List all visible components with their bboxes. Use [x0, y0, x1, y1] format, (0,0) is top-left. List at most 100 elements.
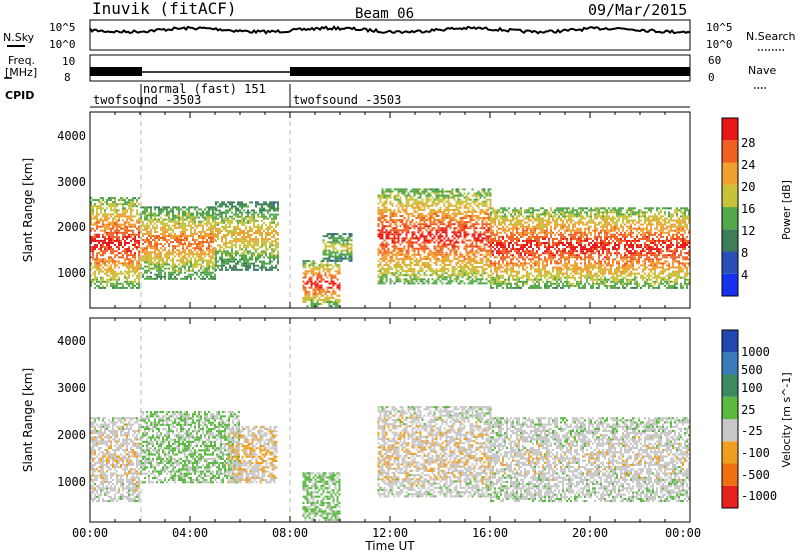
heatmap-cell: [190, 257, 192, 259]
heatmap-cell: [210, 260, 212, 262]
heatmap-cell: [524, 254, 526, 256]
heatmap-cell: [498, 240, 500, 242]
heatmap-cell: [194, 247, 196, 249]
heatmap-cell: [231, 234, 233, 236]
heatmap-cell: [339, 243, 341, 245]
heatmap-cell: [259, 212, 261, 214]
heatmap-cell: [398, 209, 400, 211]
heatmap-cell: [408, 213, 410, 215]
heatmap-cell: [255, 226, 257, 228]
heatmap-cell: [452, 266, 454, 268]
heatmap-cell: [198, 237, 200, 239]
heatmap-cell: [188, 241, 190, 243]
heatmap-cell: [436, 205, 438, 207]
heatmap-cell: [414, 233, 416, 235]
heatmap-cell: [478, 205, 480, 207]
heatmap-cell: [490, 285, 492, 287]
heatmap-cell: [522, 234, 524, 236]
heatmap-cell: [206, 215, 208, 217]
heatmap-cell: [237, 252, 239, 254]
heatmap-cell: [327, 250, 329, 252]
heatmap-cell: [124, 215, 126, 217]
heatmap-cell: [114, 197, 116, 199]
heatmap-cell: [402, 248, 404, 250]
heatmap-cell: [241, 259, 243, 261]
heatmap-cell: [255, 203, 257, 205]
heatmap-cell: [317, 283, 319, 285]
heatmap-cell: [257, 214, 259, 216]
heatmap-cell: [384, 195, 386, 197]
heatmap-cell: [160, 223, 162, 225]
heatmap-cell: [223, 203, 225, 205]
heatmap-cell: [206, 217, 208, 219]
heatmap-cell: [494, 260, 496, 262]
heatmap-cell: [462, 274, 464, 276]
heatmap-cell: [206, 264, 208, 266]
heatmap-cell: [448, 274, 450, 276]
heatmap-cell: [261, 252, 263, 254]
heatmap-cell: [420, 217, 422, 219]
heatmap-cell: [235, 263, 237, 265]
heatmap-cell: [476, 205, 478, 207]
heatmap-cell: [138, 262, 140, 264]
heatmap-cell: [277, 263, 279, 265]
heatmap-cell: [462, 229, 464, 231]
heatmap-cell: [269, 214, 271, 216]
heatmap-cell: [530, 273, 532, 275]
heatmap-cell: [404, 248, 406, 250]
heatmap-cell: [142, 257, 144, 259]
heatmap-cell: [206, 213, 208, 215]
heatmap-cell: [221, 240, 223, 242]
heatmap-cell: [192, 266, 194, 268]
heatmap-cell: [436, 270, 438, 272]
heatmap-cell: [329, 305, 331, 307]
heatmap-cell: [406, 223, 408, 225]
heatmap-cell: [206, 229, 208, 231]
heatmap-cell: [406, 225, 408, 227]
heatmap-cell: [269, 244, 271, 246]
heatmap-cell: [468, 211, 470, 213]
heatmap-cell: [146, 219, 148, 221]
heatmap-cell: [241, 255, 243, 257]
heatmap-cell: [148, 219, 150, 221]
heatmap-cell: [156, 274, 158, 276]
heatmap-cell: [172, 245, 174, 247]
heatmap-cell: [196, 217, 198, 219]
heatmap-cell: [508, 207, 510, 209]
heatmap-cell: [424, 219, 426, 221]
heatmap-cell: [486, 225, 488, 227]
heatmap-cell: [212, 215, 214, 217]
heatmap-cell: [492, 218, 494, 220]
heatmap-cell: [388, 209, 390, 211]
heatmap-cell: [432, 268, 434, 270]
heatmap-cell: [208, 229, 210, 231]
heatmap-cell: [514, 283, 516, 285]
heatmap-cell: [156, 255, 158, 257]
heatmap-cell: [150, 260, 152, 262]
heatmap-cell: [255, 238, 257, 240]
heatmap-cell: [436, 258, 438, 260]
heatmap-cell: [132, 264, 134, 266]
heatmap-cell: [96, 207, 98, 209]
heatmap-cell: [384, 219, 386, 221]
heatmap-cell: [408, 250, 410, 252]
heatmap-cell: [227, 210, 229, 212]
heatmap-cell: [488, 193, 490, 195]
heatmap-cell: [321, 260, 323, 262]
heatmap-cell: [522, 220, 524, 222]
heatmap-cell: [144, 257, 146, 259]
heatmap-cell: [265, 248, 267, 250]
heatmap-cell: [402, 268, 404, 270]
heatmap-cell: [486, 272, 488, 274]
heatmap-cell: [382, 217, 384, 219]
heatmap-cell: [347, 245, 349, 247]
heatmap-cell: [104, 228, 106, 230]
heatmap-cell: [168, 251, 170, 253]
heatmap-cell: [275, 224, 277, 226]
heatmap-cell: [134, 252, 136, 254]
heatmap-cell: [186, 239, 188, 241]
heatmap-cell: [215, 240, 217, 242]
heatmap-cell: [225, 246, 227, 248]
heatmap-cell: [128, 222, 130, 224]
heatmap-cell: [422, 205, 424, 207]
